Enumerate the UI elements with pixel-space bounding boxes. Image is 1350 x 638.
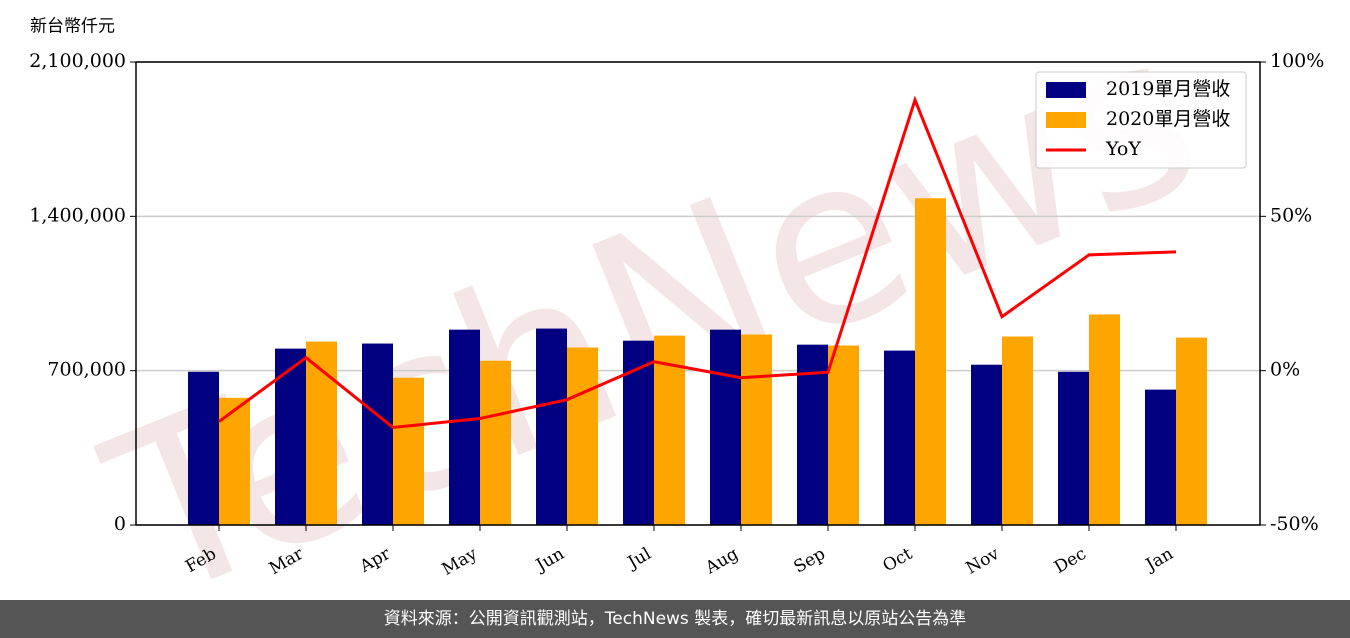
x-tick-label: Oct [880,544,916,577]
y2-tick-label: 50% [1270,204,1312,226]
y2-tick-label: -50% [1270,513,1319,535]
bar [362,343,393,525]
legend-box [1035,71,1247,169]
y-tick-label: 2,100,000 [29,50,126,72]
x-tick-label: May [439,544,482,580]
y-tick-label: 1,400,000 [29,204,126,226]
y2-tick-label: 100% [1270,50,1324,72]
x-tick-label: Dec [1051,544,1090,578]
chart: 新台幣仟元 TechNews 0700,0001,400,0002,100,00… [29,0,1324,600]
line [218,95,1177,430]
bar [393,377,424,525]
x-tick-label: Sep [791,544,829,578]
bar [971,364,1002,525]
bar [1176,337,1207,525]
x-tick-label: Nov [963,544,1003,579]
bar [710,329,741,525]
bar [567,347,598,525]
y-tick-label: 0 [114,513,126,535]
bar [884,350,915,525]
plot-frame [135,61,1261,526]
bar [915,198,946,526]
y-axis-label: 新台幣仟元 [30,17,115,37]
bar [741,334,772,525]
bar [188,371,219,525]
bar [1145,389,1176,525]
bar [1002,336,1033,525]
bar [828,345,859,525]
legend-label: 2019單月營收 [1106,78,1230,100]
y-tick-label: 700,000 [47,359,126,381]
x-tick-label: Jan [1141,544,1177,576]
bar [480,360,511,525]
bar [536,328,567,525]
bar [449,329,480,525]
legend-label: 2020單月營收 [1106,108,1230,130]
x-tick-label: Jul [623,544,655,574]
y2-tick-label: 0% [1270,359,1300,381]
x-tick-label: Jun [531,544,568,577]
legend-label: YoY [1105,138,1141,160]
bar [306,341,337,525]
legend-swatch [1046,112,1086,128]
x-tick-label: Aug [701,544,742,579]
bar [1058,371,1089,525]
bar [1089,314,1120,525]
footer: 資料來源：公開資訊觀測站，TechNews 製表，確切最新訊息以原站公告為準 [0,600,1350,638]
legend-swatch [1046,82,1086,98]
bar [275,348,306,525]
